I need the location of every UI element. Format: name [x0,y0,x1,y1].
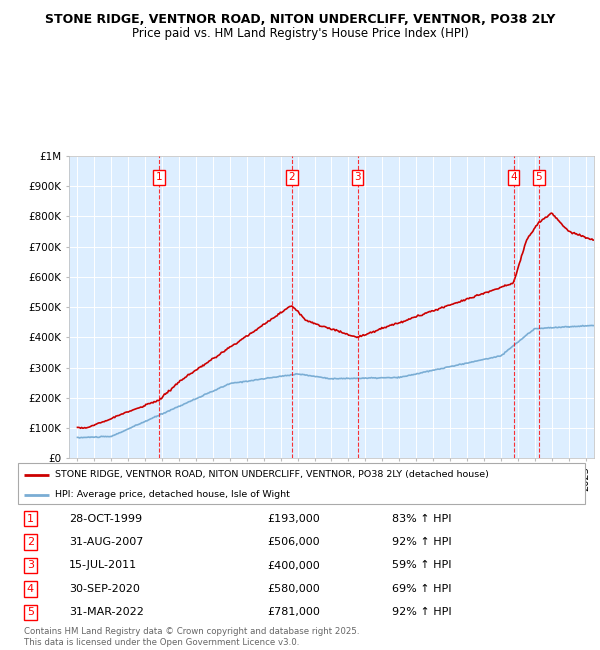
Text: 4: 4 [510,172,517,182]
Text: 1: 1 [156,172,163,182]
Text: 4: 4 [27,584,34,594]
Text: 83% ↑ HPI: 83% ↑ HPI [392,514,452,524]
Text: 3: 3 [27,560,34,571]
Text: £400,000: £400,000 [268,560,320,571]
Text: STONE RIDGE, VENTNOR ROAD, NITON UNDERCLIFF, VENTNOR, PO38 2LY: STONE RIDGE, VENTNOR ROAD, NITON UNDERCL… [45,13,555,26]
Text: 3: 3 [354,172,361,182]
Text: 92% ↑ HPI: 92% ↑ HPI [392,607,452,618]
Text: 28-OCT-1999: 28-OCT-1999 [69,514,142,524]
Text: Contains HM Land Registry data © Crown copyright and database right 2025.
This d: Contains HM Land Registry data © Crown c… [24,627,359,647]
Text: £193,000: £193,000 [268,514,320,524]
Text: 31-MAR-2022: 31-MAR-2022 [69,607,144,618]
Text: 59% ↑ HPI: 59% ↑ HPI [392,560,452,571]
Text: 2: 2 [289,172,295,182]
Text: 5: 5 [27,607,34,618]
Text: 15-JUL-2011: 15-JUL-2011 [69,560,137,571]
Text: HPI: Average price, detached house, Isle of Wight: HPI: Average price, detached house, Isle… [55,490,290,499]
Text: 1: 1 [27,514,34,524]
Text: 5: 5 [536,172,542,182]
Text: 92% ↑ HPI: 92% ↑ HPI [392,537,452,547]
Text: 30-SEP-2020: 30-SEP-2020 [69,584,140,594]
Text: Price paid vs. HM Land Registry's House Price Index (HPI): Price paid vs. HM Land Registry's House … [131,27,469,40]
Text: 31-AUG-2007: 31-AUG-2007 [69,537,143,547]
Text: 2: 2 [27,537,34,547]
Text: £506,000: £506,000 [268,537,320,547]
Text: £781,000: £781,000 [268,607,320,618]
Text: 69% ↑ HPI: 69% ↑ HPI [392,584,452,594]
Text: £580,000: £580,000 [268,584,320,594]
Text: STONE RIDGE, VENTNOR ROAD, NITON UNDERCLIFF, VENTNOR, PO38 2LY (detached house): STONE RIDGE, VENTNOR ROAD, NITON UNDERCL… [55,470,489,479]
